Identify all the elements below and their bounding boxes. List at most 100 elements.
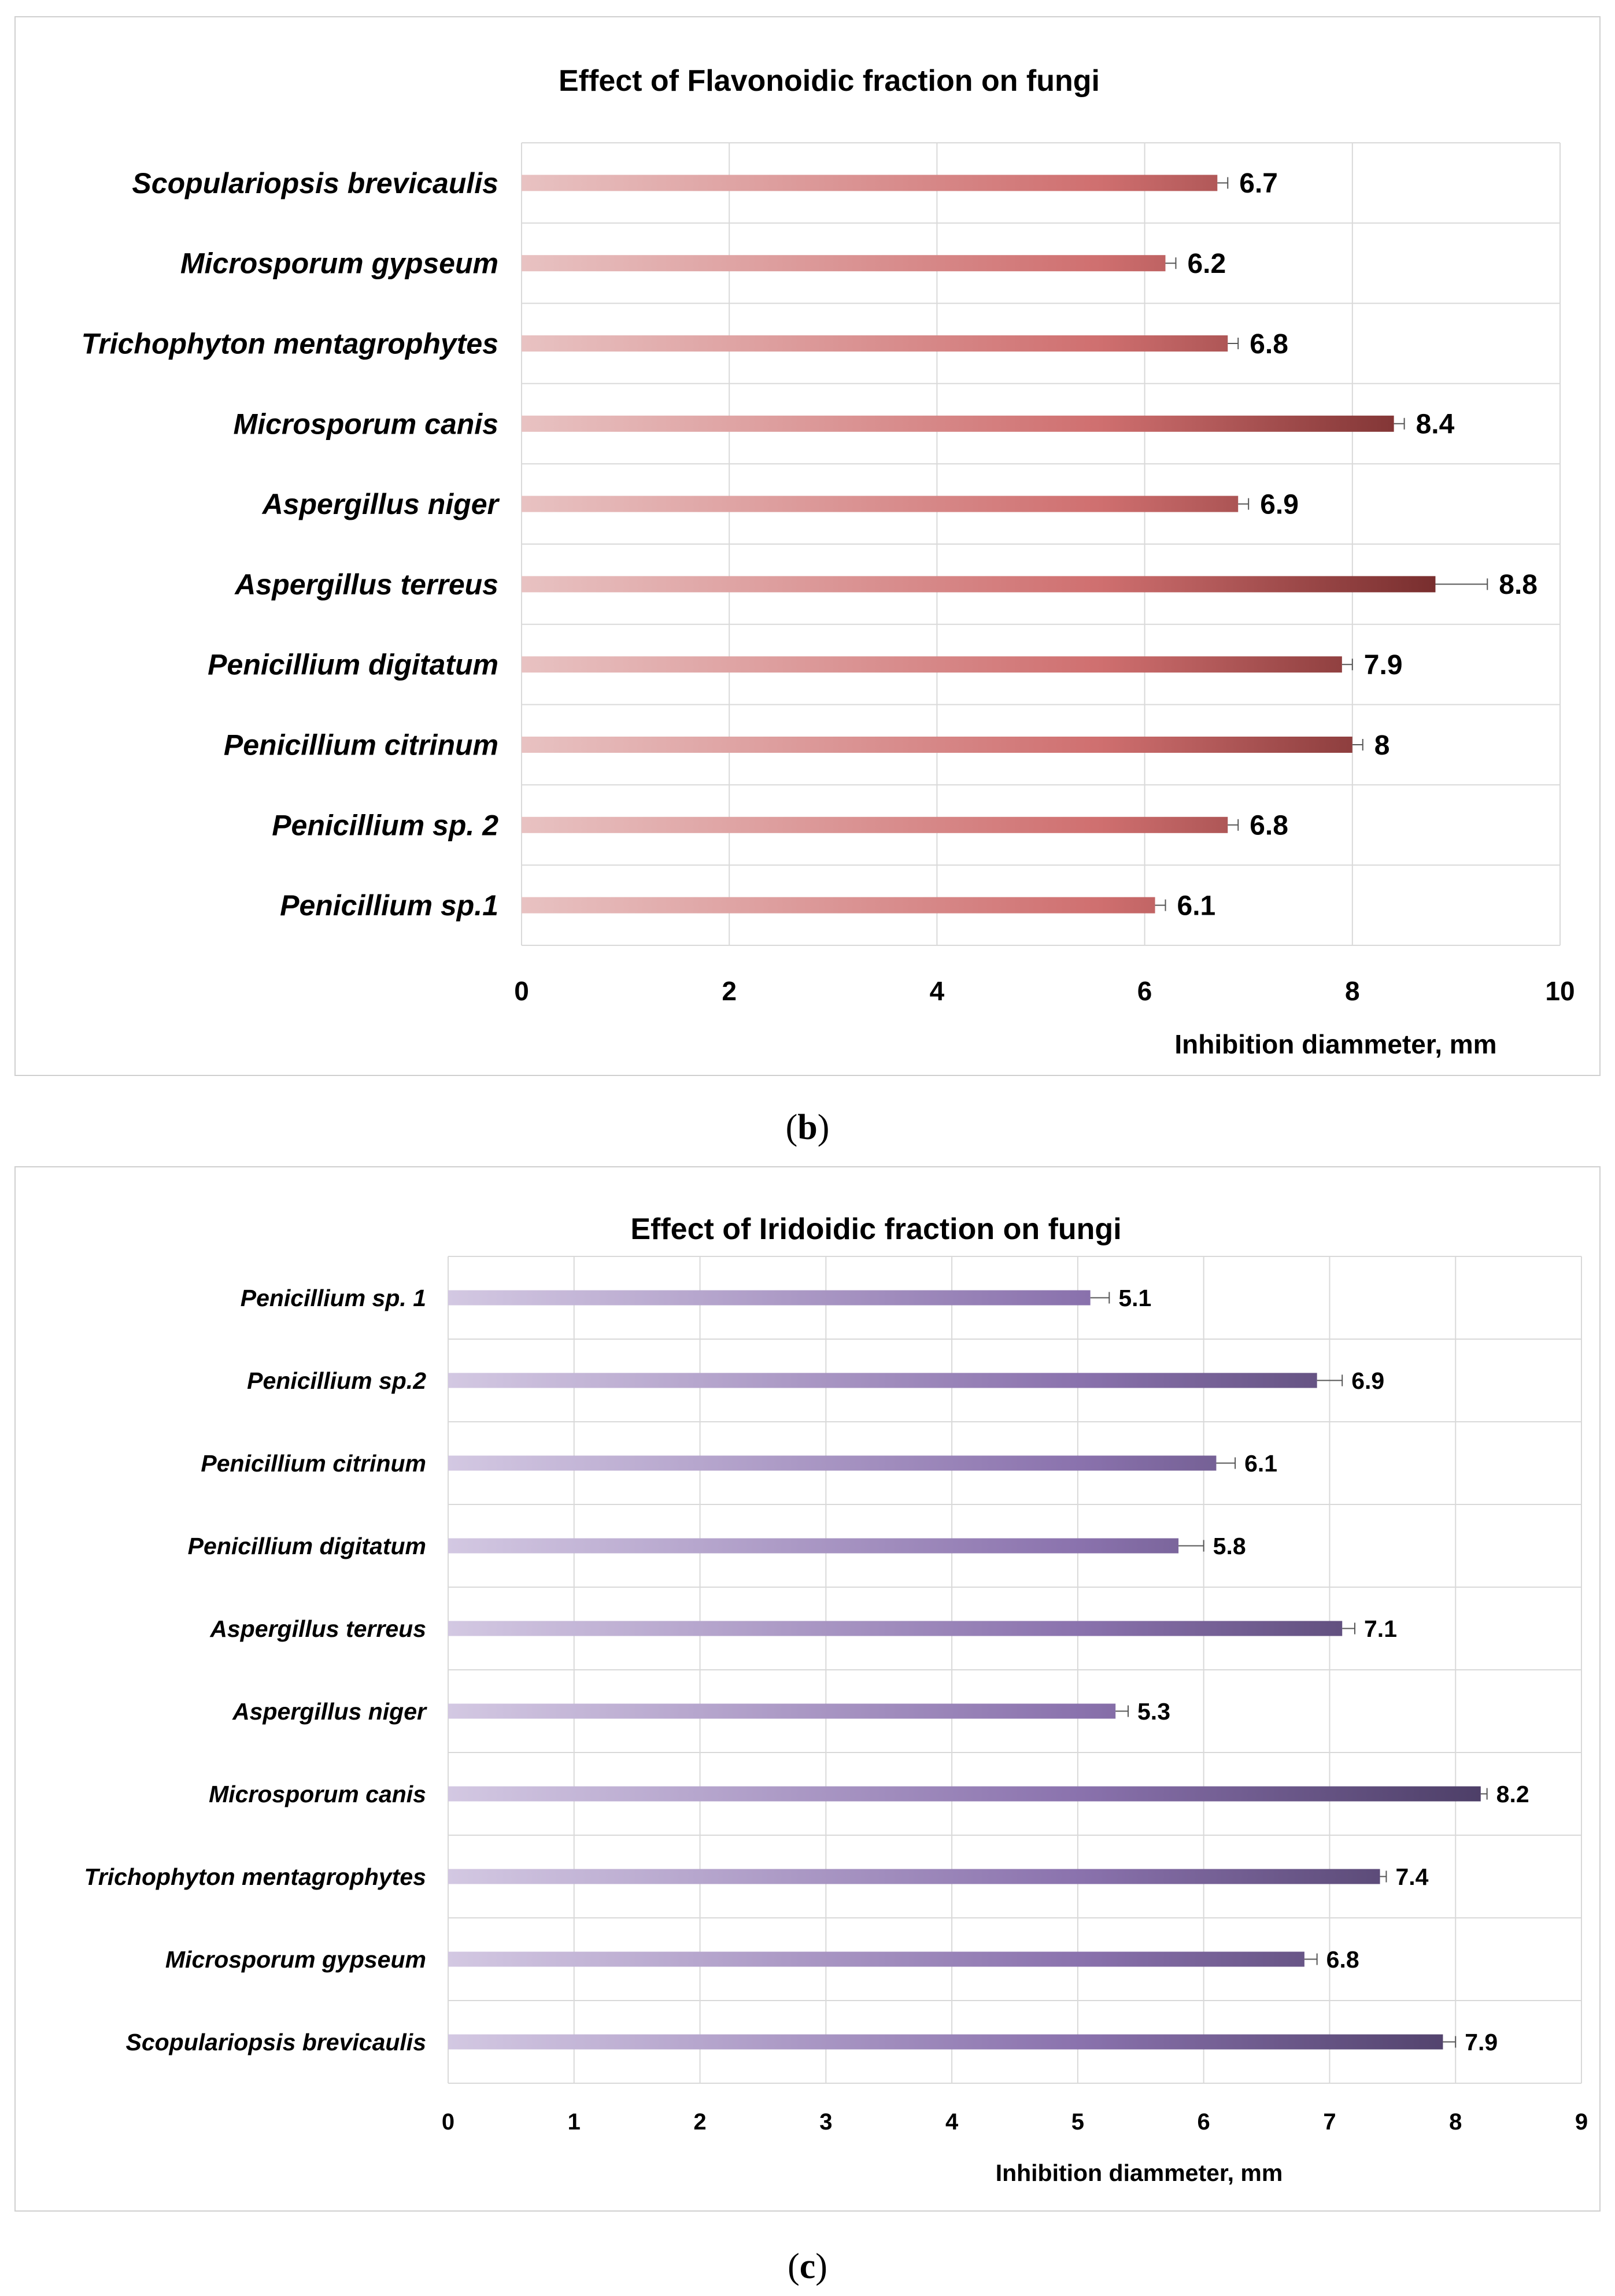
value-label: 6.7 xyxy=(1239,168,1278,199)
chart-title: Effect of Iridoidic fraction on fungi xyxy=(630,1212,1121,1246)
bar xyxy=(448,2034,1443,2050)
category-label: Trichophyton mentagrophytes xyxy=(82,328,498,360)
iridoidic-chart: Effect of Iridoidic fraction on fungi 0 1 2… xyxy=(84,1212,1588,2186)
bar-row-aspergillus-terreus: Aspergillus terreus 7.1 xyxy=(209,1615,1397,1642)
bar xyxy=(448,1703,1116,1719)
x-tick-label: 8 xyxy=(1345,976,1360,1006)
category-label: Scopulariopsis brevicaulis xyxy=(125,2029,426,2055)
x-tick-label: 4 xyxy=(930,976,945,1006)
bar xyxy=(522,897,1155,914)
bar xyxy=(522,496,1239,512)
value-label: 8.4 xyxy=(1416,409,1455,440)
bar-row-penicillium-sp-2: Penicillium sp. 2 6.8 xyxy=(272,809,1288,841)
category-label: Trichophyton mentagrophytes xyxy=(84,1864,426,1890)
value-label: 8.8 xyxy=(1499,570,1538,600)
bar xyxy=(522,737,1352,753)
category-label: Scopulariopsis brevicaulis xyxy=(132,167,498,199)
bar xyxy=(448,1455,1217,1471)
category-label: Penicillium digitatum xyxy=(208,649,498,681)
category-label: Microsporum gypseum xyxy=(165,1946,426,1973)
bar-row-trichophyton-mentagrophytes: Trichophyton mentagrophytes 7.4 xyxy=(84,1864,1428,1890)
value-label: 5.3 xyxy=(1137,1698,1170,1725)
x-tick-label: 5 xyxy=(1071,2109,1084,2135)
bar-row-aspergillus-terreus: Aspergillus terreus 8.8 xyxy=(234,568,1538,601)
value-label: 6.8 xyxy=(1250,329,1288,360)
bar-row-aspergillus-niger: Aspergillus niger 6.9 xyxy=(261,488,1299,520)
bar xyxy=(522,255,1166,272)
value-label: 7.9 xyxy=(1465,2029,1498,2055)
x-tick-label: 2 xyxy=(693,2109,706,2135)
category-label: Penicillium sp. 1 xyxy=(241,1285,426,1311)
bar xyxy=(448,1373,1317,1388)
x-tick-label: 0 xyxy=(442,2109,454,2135)
value-label: 6.8 xyxy=(1250,811,1288,841)
value-label: 6.8 xyxy=(1326,1946,1359,1973)
x-tick-label: 7 xyxy=(1323,2109,1336,2135)
value-label: 8.2 xyxy=(1496,1781,1529,1807)
bar-row-penicillium-digitatum: Penicillium digitatum 5.8 xyxy=(188,1533,1246,1559)
bar-row-penicillium-sp-1: Penicillium sp.1 6.1 xyxy=(280,889,1215,922)
value-label: 7.1 xyxy=(1364,1615,1397,1642)
value-label: 6.9 xyxy=(1351,1367,1384,1394)
x-tick-label: 6 xyxy=(1198,2109,1210,2135)
value-label: 6.2 xyxy=(1187,249,1226,279)
bar xyxy=(522,415,1394,432)
value-label: 5.8 xyxy=(1213,1533,1246,1559)
bar-row-penicillium-sp-2: Penicillium sp.2 6.9 xyxy=(247,1367,1384,1394)
x-tick-labels: 0 2 4 6 8 10 xyxy=(514,976,1575,1006)
category-label: Microsporum canis xyxy=(234,408,498,440)
bar xyxy=(448,1951,1304,1967)
x-tick-label: 1 xyxy=(568,2109,581,2135)
value-label: 6.1 xyxy=(1244,1450,1277,1477)
x-tick-label: 0 xyxy=(514,976,529,1006)
bar xyxy=(448,1621,1343,1636)
bar-row-microsporum-gypseum: Microsporum gypseum 6.2 xyxy=(180,247,1226,280)
bar xyxy=(448,1869,1380,1884)
bar xyxy=(448,1290,1091,1306)
bar-row-trichophyton-mentagrophytes: Trichophyton mentagrophytes 6.8 xyxy=(82,328,1288,360)
value-label: 6.9 xyxy=(1260,489,1299,520)
bar xyxy=(522,335,1228,352)
category-label: Penicillium citrinum xyxy=(201,1450,426,1477)
bar-row-penicillium-sp-1: Penicillium sp. 1 5.1 xyxy=(241,1285,1152,1311)
x-tick-label: 9 xyxy=(1575,2109,1588,2135)
bar-row-penicillium-citrinum: Penicillium citrinum 6.1 xyxy=(201,1450,1277,1477)
bar-row-scopulariopsis-brevicaulis: Scopulariopsis brevicaulis 7.9 xyxy=(125,2029,1498,2055)
category-label: Penicillium digitatum xyxy=(188,1533,426,1559)
panel-b-letter: b xyxy=(797,1108,818,1147)
category-label: Microsporum canis xyxy=(209,1781,426,1807)
x-tick-label: 3 xyxy=(819,2109,832,2135)
bar xyxy=(522,576,1436,593)
category-label: Penicillium citrinum xyxy=(224,729,498,761)
category-label: Aspergillus niger xyxy=(261,488,500,520)
x-tick-label: 6 xyxy=(1137,976,1152,1006)
category-label: Aspergillus niger xyxy=(232,1698,427,1725)
value-label: 8 xyxy=(1374,730,1390,761)
x-tick-label: 8 xyxy=(1449,2109,1462,2135)
panel-b-caption: (b) xyxy=(785,1108,830,1147)
bar-row-microsporum-gypseum: Microsporum gypseum 6.8 xyxy=(165,1946,1359,1973)
value-label: 5.1 xyxy=(1118,1285,1151,1311)
bar-row-penicillium-citrinum: Penicillium citrinum 8 xyxy=(224,729,1390,761)
chart-title: Effect of Flavonoidic fraction on fungi xyxy=(559,64,1100,98)
bar-row-penicillium-digitatum: Penicillium digitatum 7.9 xyxy=(208,649,1402,681)
gridlines xyxy=(448,1256,1582,2084)
bar xyxy=(448,1786,1481,1802)
panel-c-caption: (c) xyxy=(788,2247,827,2286)
bar-row-microsporum-canis: Microsporum canis 8.4 xyxy=(234,408,1455,440)
category-label: Aspergillus terreus xyxy=(209,1615,426,1642)
x-axis-label: Inhibition diammeter, mm xyxy=(996,2160,1283,2186)
bar xyxy=(448,1538,1179,1554)
x-tick-label: 4 xyxy=(945,2109,959,2135)
x-tick-label: 10 xyxy=(1545,976,1575,1006)
bar-row-aspergillus-niger: Aspergillus niger 5.3 xyxy=(232,1698,1170,1725)
x-axis-label: Inhibition diammeter, mm xyxy=(1174,1029,1496,1059)
category-label: Penicillium sp. 2 xyxy=(272,809,498,841)
value-label: 6.1 xyxy=(1177,890,1216,921)
gridlines xyxy=(521,142,1561,946)
category-label: Microsporum gypseum xyxy=(180,247,498,280)
bar xyxy=(522,656,1342,673)
value-label: 7.9 xyxy=(1364,650,1403,681)
bar xyxy=(522,816,1228,833)
